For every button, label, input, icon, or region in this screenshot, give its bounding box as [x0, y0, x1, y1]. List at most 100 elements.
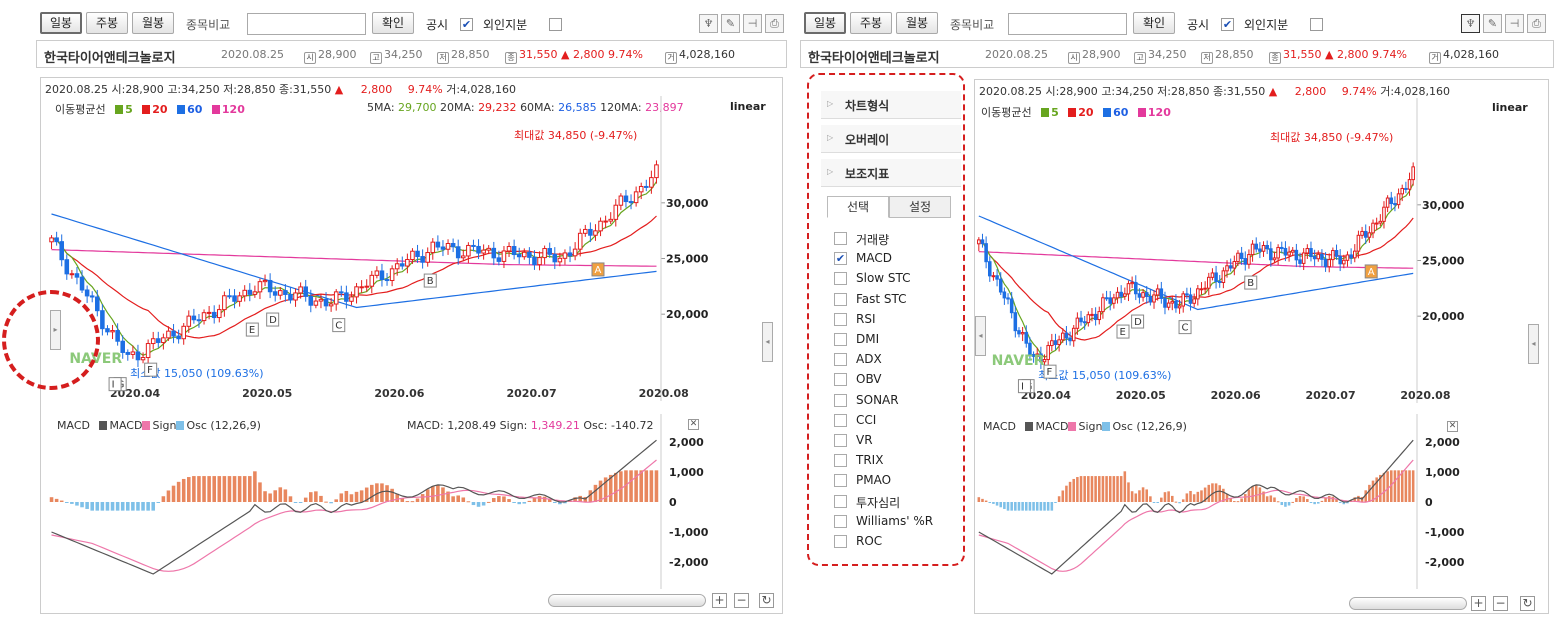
candle-body — [455, 246, 461, 259]
indicator-item[interactable]: 거래량 — [834, 230, 964, 248]
ohlc-volume: 4,028,160 — [1394, 85, 1451, 98]
indicator-checkbox[interactable] — [834, 353, 847, 367]
indicator-item[interactable]: Fast STC — [834, 291, 964, 309]
indicator-item[interactable]: OBV — [834, 371, 964, 389]
zoom-in-button[interactable]: + — [712, 593, 727, 608]
osc-bar — [314, 491, 318, 502]
indicator-checkbox[interactable] — [834, 232, 847, 245]
indicator-item[interactable]: VR — [834, 432, 964, 450]
macd-close-icon[interactable]: ✕ — [688, 419, 699, 430]
indicator-checkbox[interactable] — [834, 494, 847, 508]
foreign-ratio-checkbox[interactable] — [1310, 18, 1323, 31]
indicator-item[interactable]: DMI — [834, 331, 964, 349]
volume: 4,028,160 — [679, 48, 735, 61]
candle-body — [217, 309, 222, 319]
osc-bar — [629, 470, 633, 502]
indicator-item[interactable]: PMAO — [834, 472, 964, 490]
candle-body — [110, 330, 115, 333]
indicator-checkbox[interactable] — [834, 272, 847, 286]
indicator-item[interactable]: 투자심리 — [834, 493, 964, 511]
weekly-button[interactable]: 주봉 — [86, 12, 128, 34]
section-indicators[interactable]: ▷ 보조지표 — [821, 159, 961, 187]
macd-close-icon[interactable]: ✕ — [1447, 421, 1458, 432]
scrollbar-thumb[interactable] — [1349, 597, 1467, 610]
draw-icon[interactable]: ✎ — [1483, 14, 1502, 33]
print-icon[interactable]: ⎙ — [1527, 14, 1546, 33]
candle-body — [1261, 244, 1266, 252]
candle-body — [1393, 203, 1397, 206]
right-collapse-handle[interactable]: ◂ — [1528, 324, 1539, 364]
zoom-in-button[interactable]: + — [1471, 596, 1486, 611]
candle-body — [977, 239, 981, 245]
compare-input[interactable] — [1008, 13, 1127, 35]
candle-body — [1188, 294, 1193, 304]
indicator-checkbox[interactable] — [834, 373, 847, 387]
candle-body — [206, 311, 212, 314]
indicator-item[interactable]: Williams' %R — [834, 513, 964, 531]
osc-bar — [446, 491, 450, 502]
indicator-item[interactable]: SONAR — [834, 392, 964, 410]
indicator-label: CCI — [856, 412, 877, 427]
zoom-out-button[interactable]: − — [1493, 596, 1508, 611]
weekly-button[interactable]: 주봉 — [850, 12, 892, 34]
indicator-checkbox[interactable] — [834, 312, 847, 326]
disclosure-checkbox[interactable]: ✔ — [460, 18, 473, 31]
daily-button[interactable]: 일봉 — [40, 12, 82, 34]
monthly-button[interactable]: 월봉 — [896, 12, 938, 34]
osc-bar — [1003, 502, 1006, 509]
price-tick-label: 25,000 — [666, 253, 709, 266]
indicator-item[interactable]: ✔ MACD — [834, 250, 964, 268]
confirm-button[interactable]: 확인 — [372, 12, 414, 34]
indicator-checkbox[interactable] — [834, 413, 847, 427]
indicator-icon[interactable]: ⊣ — [743, 14, 762, 33]
monthly-button[interactable]: 월봉 — [132, 12, 174, 34]
indicator-checkbox[interactable]: ✔ — [834, 252, 847, 266]
indicator-checkbox[interactable] — [834, 434, 847, 447]
scale-mode[interactable]: linear — [1492, 101, 1528, 114]
compare-input[interactable] — [247, 13, 366, 35]
indicator-item[interactable]: Slow STC — [834, 270, 964, 288]
scale-mode[interactable]: linear — [730, 100, 766, 113]
scrollbar-thumb[interactable] — [548, 594, 706, 607]
open-icon: 시 — [304, 52, 316, 64]
confirm-button[interactable]: 확인 — [1133, 12, 1175, 34]
ohlc-high: 34,250 — [1115, 85, 1154, 98]
candle-body — [425, 252, 430, 263]
settings-icon[interactable]: ♆ — [1461, 14, 1480, 33]
section-overlay[interactable]: ▷ 오버레이 — [821, 125, 961, 153]
indicator-item[interactable]: CCI — [834, 412, 964, 430]
left-collapse-handle[interactable]: ◂ — [975, 316, 986, 356]
osc-bar — [1309, 502, 1313, 503]
candle-body — [1210, 272, 1215, 278]
indicator-item[interactable]: TRIX — [834, 452, 964, 470]
tab-settings[interactable]: 설정 — [889, 196, 951, 218]
tab-select[interactable]: 선택 — [827, 196, 889, 218]
print-icon[interactable]: ⎙ — [765, 14, 784, 33]
candle-body — [1400, 187, 1405, 195]
settings-icon[interactable]: ♆ — [699, 14, 718, 33]
indicator-icon[interactable]: ⊣ — [1505, 14, 1524, 33]
disclosure-checkbox[interactable]: ✔ — [1221, 18, 1234, 31]
indicator-checkbox[interactable] — [834, 535, 847, 548]
draw-icon[interactable]: ✎ — [721, 14, 740, 33]
right-collapse-handle[interactable]: ◂ — [762, 322, 773, 362]
osc-bar — [1331, 496, 1335, 502]
indicator-checkbox[interactable] — [834, 454, 847, 468]
candle-body — [64, 259, 70, 275]
indicator-checkbox[interactable] — [834, 474, 847, 488]
indicator-checkbox[interactable] — [834, 292, 847, 306]
foreign-ratio-checkbox[interactable] — [549, 18, 562, 31]
zoom-out-button[interactable]: − — [734, 593, 749, 608]
refresh-icon[interactable]: ↻ — [759, 593, 774, 608]
osc-bar — [1017, 502, 1021, 511]
indicator-checkbox[interactable] — [834, 514, 847, 528]
indicator-item[interactable]: ADX — [834, 351, 964, 369]
refresh-icon[interactable]: ↻ — [1520, 596, 1535, 611]
daily-button[interactable]: 일봉 — [804, 12, 846, 34]
indicator-checkbox[interactable] — [834, 333, 847, 346]
indicator-checkbox[interactable] — [834, 393, 847, 407]
section-chart-type[interactable]: ▷ 차트형식 — [821, 91, 961, 119]
indicator-item[interactable]: RSI — [834, 311, 964, 329]
osc-bar — [1291, 501, 1295, 503]
indicator-item[interactable]: ROC — [834, 533, 964, 551]
